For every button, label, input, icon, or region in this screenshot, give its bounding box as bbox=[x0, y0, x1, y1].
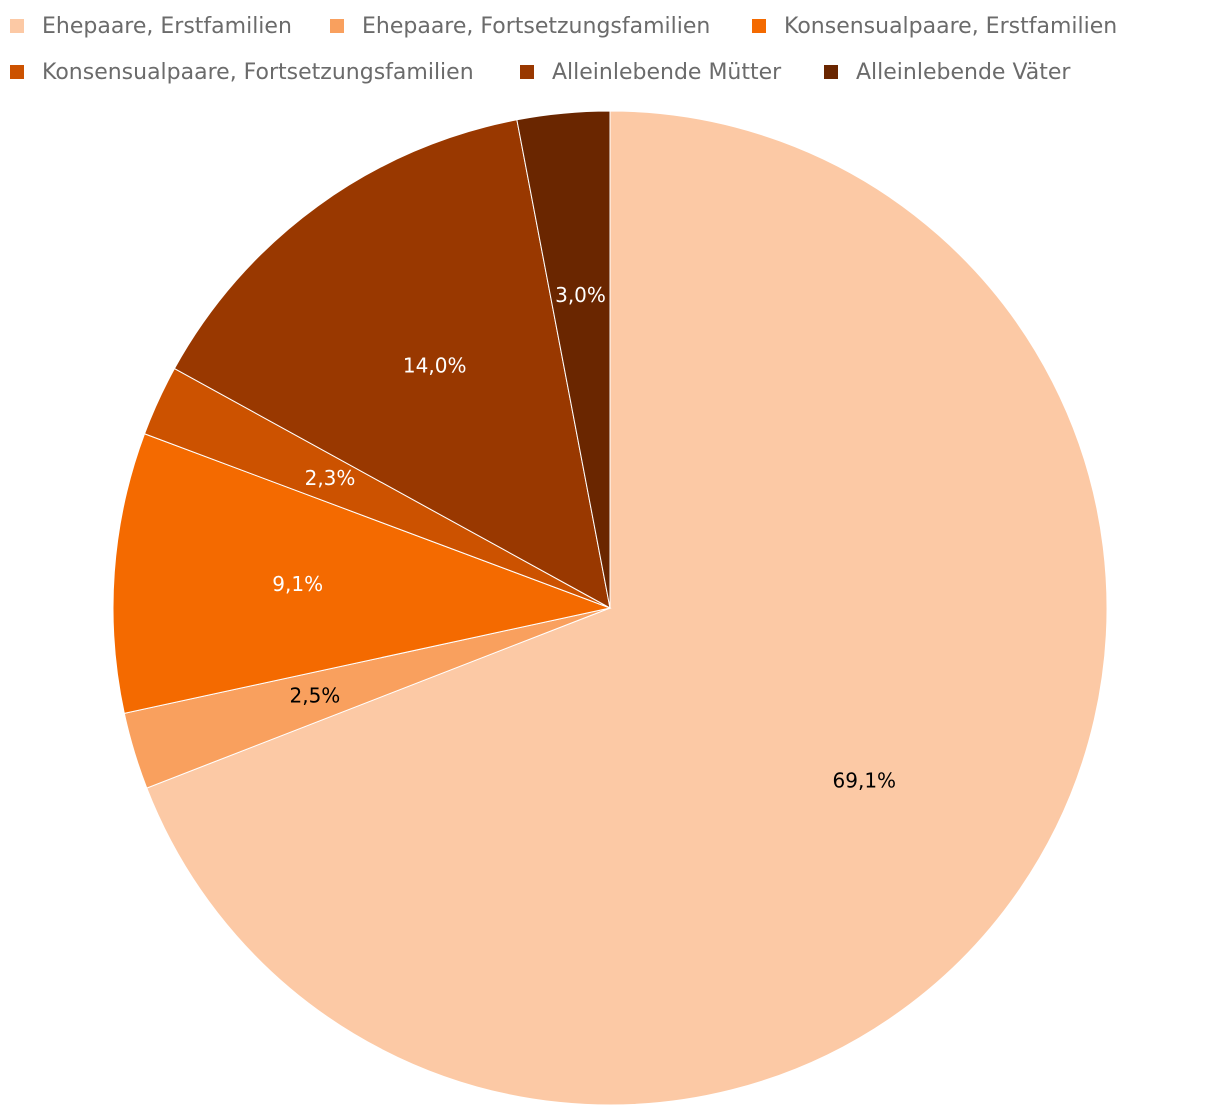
pie-slice[interactable] bbox=[146, 110, 1108, 1106]
pie-slice[interactable] bbox=[112, 433, 612, 714]
legend-item[interactable]: Konsensualpaare, Erstfamilien bbox=[752, 13, 1118, 39]
legend-swatch bbox=[330, 19, 344, 33]
pie-slice-label: 3,0% bbox=[555, 283, 606, 307]
pie-slice-label: 9,1% bbox=[272, 572, 323, 596]
legend-swatch bbox=[752, 19, 766, 33]
pie-slice[interactable] bbox=[173, 119, 611, 609]
pie-slice[interactable] bbox=[516, 110, 611, 609]
legend-swatch bbox=[520, 65, 534, 79]
legend-item[interactable]: Alleinlebende Väter bbox=[824, 59, 1071, 85]
pie-slices bbox=[112, 110, 1108, 1106]
legend-swatch bbox=[10, 65, 24, 79]
legend-swatch bbox=[10, 19, 24, 33]
legend-label: Ehepaare, Erstfamilien bbox=[42, 13, 292, 39]
legend-item[interactable]: Alleinlebende Mütter bbox=[520, 59, 782, 85]
legend-item[interactable]: Ehepaare, Erstfamilien bbox=[10, 13, 292, 39]
pie-slice-label: 14,0% bbox=[403, 353, 467, 377]
chart-legend: Ehepaare, Erstfamilien Ehepaare, Fortsetz… bbox=[0, 0, 1220, 100]
pie-slice-label: 2,3% bbox=[305, 466, 356, 490]
pie-slice-label: 69,1% bbox=[833, 769, 897, 793]
legend-label: Ehepaare, Fortsetzungsfamilien bbox=[362, 13, 711, 39]
legend-label: Alleinlebende Mütter bbox=[552, 59, 782, 85]
legend-label: Konsensualpaare, Fortsetzungsfamilien bbox=[42, 59, 474, 85]
legend-item[interactable]: Konsensualpaare, Fortsetzungsfamilien bbox=[10, 59, 474, 85]
legend-item[interactable]: Ehepaare, Fortsetzungsfamilien bbox=[330, 13, 711, 39]
pie-slice-label: 2,5% bbox=[289, 683, 340, 707]
legend-swatch bbox=[824, 65, 838, 79]
legend-label: Konsensualpaare, Erstfamilien bbox=[784, 13, 1118, 39]
legend-label: Alleinlebende Väter bbox=[856, 59, 1071, 85]
pie-slice-labels: 69,1% 2,5% 9,1% 2,3% 14,0% 3,0% bbox=[272, 283, 896, 793]
